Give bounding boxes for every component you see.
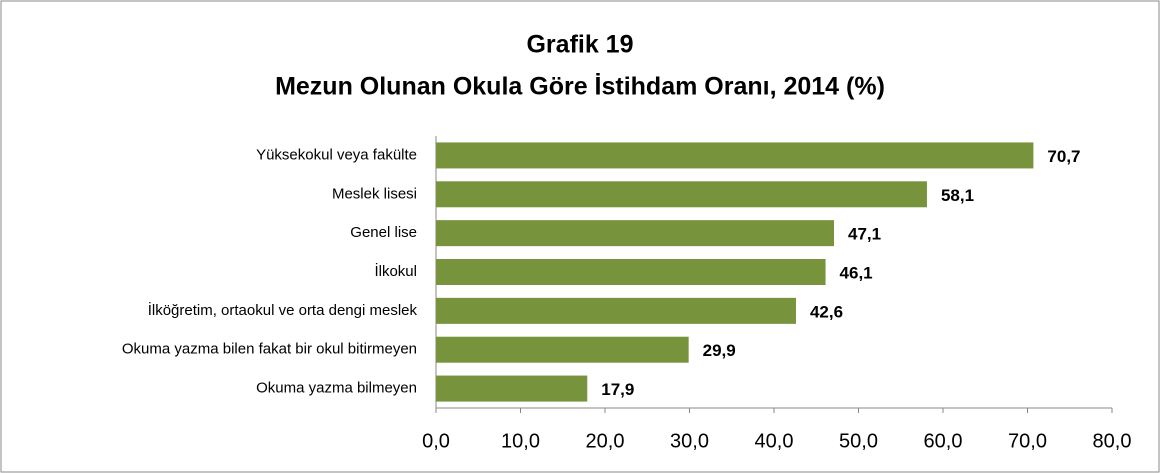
bar bbox=[436, 181, 927, 208]
y-tick-label: Okuma yazma bilen fakat bir okul bitirme… bbox=[122, 341, 417, 358]
value-label: 42,6 bbox=[810, 302, 843, 321]
x-tick-label: 0,0 bbox=[422, 430, 450, 452]
value-label: 29,9 bbox=[703, 341, 736, 360]
x-tick-label: 80,0 bbox=[1093, 430, 1132, 452]
y-tick-label: Meslek lisesi bbox=[332, 185, 417, 202]
chart-title: Grafik 19 bbox=[526, 31, 633, 59]
y-tick-label: İlköğretim, ortaokul ve orta dengi mesle… bbox=[148, 301, 418, 319]
bar bbox=[436, 142, 1034, 169]
x-tick-label: 40,0 bbox=[755, 430, 794, 452]
y-tick-label: İlkokul bbox=[374, 262, 417, 280]
bar bbox=[436, 297, 796, 324]
bar bbox=[436, 336, 689, 363]
y-tick-label: Genel lise bbox=[350, 224, 417, 241]
x-tick-label: 10,0 bbox=[501, 430, 540, 452]
x-tick-label: 20,0 bbox=[586, 430, 625, 452]
y-tick-label: Okuma yazma bilmeyen bbox=[256, 380, 417, 397]
bar bbox=[436, 375, 588, 402]
chart-subtitle: Mezun Olunan Okula Göre İstihdam Oranı, … bbox=[275, 73, 885, 101]
value-label: 47,1 bbox=[848, 225, 881, 244]
y-tick-label: Yüksekokul veya fakülte bbox=[256, 146, 417, 163]
x-tick-label: 60,0 bbox=[924, 430, 963, 452]
bar bbox=[436, 220, 834, 247]
value-label: 58,1 bbox=[941, 186, 974, 205]
value-label: 70,7 bbox=[1047, 147, 1080, 166]
x-tick-label: 70,0 bbox=[1008, 430, 1047, 452]
x-tick-label: 50,0 bbox=[839, 430, 878, 452]
value-label: 17,9 bbox=[601, 380, 634, 399]
value-label: 46,1 bbox=[840, 263, 873, 282]
x-tick-label: 30,0 bbox=[670, 430, 709, 452]
bar bbox=[436, 259, 826, 285]
